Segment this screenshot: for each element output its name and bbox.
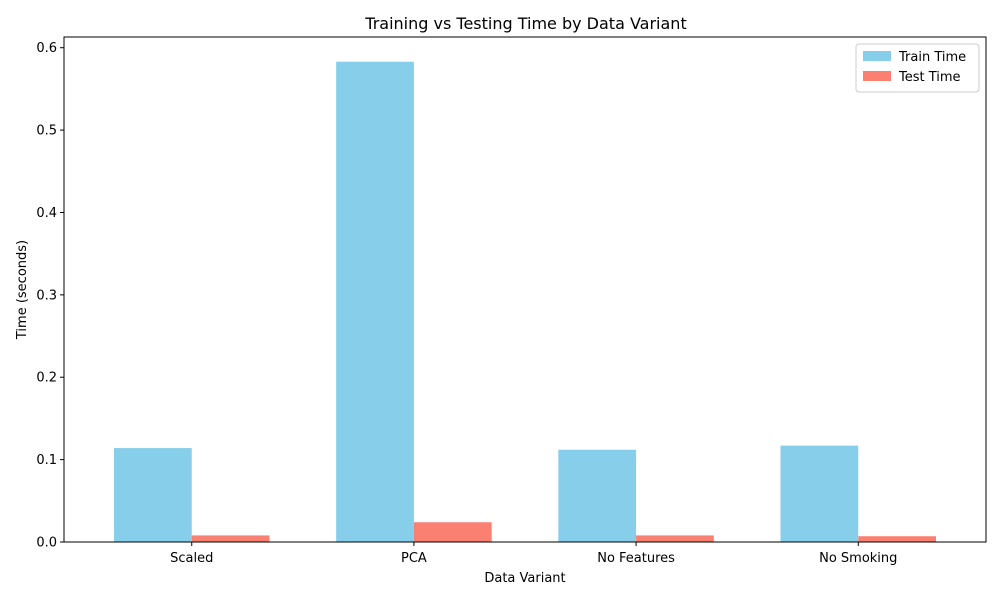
- chart-title: Training vs Testing Time by Data Variant: [364, 14, 686, 33]
- bar-train-time-2: [558, 449, 637, 542]
- bar-test-time-1: [413, 522, 492, 542]
- bar-train-time-3: [780, 445, 859, 542]
- legend-swatch-0: [863, 51, 891, 61]
- bar-test-time-0: [191, 535, 270, 542]
- y-tick-label: 0.2: [36, 371, 57, 386]
- y-tick-label: 0.3: [36, 288, 57, 303]
- legend-swatch-1: [863, 71, 891, 81]
- x-tick-label: No Features: [597, 551, 675, 566]
- x-tick-label: Scaled: [170, 551, 213, 566]
- bar-train-time-0: [113, 448, 192, 542]
- legend-label: Test Time: [898, 70, 961, 85]
- bar-test-time-3: [858, 536, 937, 542]
- plot-frame: [63, 36, 987, 543]
- y-tick-label: 0.6: [36, 41, 57, 56]
- legend-label: Train Time: [898, 50, 966, 65]
- y-tick-label: 0.5: [36, 124, 57, 139]
- axes: 0.0 0.1 0.2 0.3 0.4 0.5 0.6 Scaled PCA No Feature…: [36, 41, 897, 566]
- x-axis-label: Data Variant: [484, 571, 565, 586]
- x-tick-label: No Smoking: [819, 551, 897, 566]
- bar-test-time-2: [636, 535, 714, 542]
- legend: Train Time Test Time: [855, 43, 980, 93]
- y-tick-label: 0.4: [36, 206, 57, 221]
- y-tick-label: 0.0: [36, 536, 57, 551]
- x-tick-label: PCA: [401, 551, 427, 566]
- bar-train-time-1: [336, 61, 414, 543]
- y-tick-label: 0.1: [36, 453, 57, 468]
- y-axis-label: Time (seconds): [15, 240, 30, 340]
- plot-area: [113, 61, 937, 543]
